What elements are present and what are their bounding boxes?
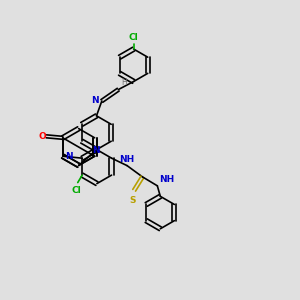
Text: H: H bbox=[121, 78, 127, 87]
Text: N: N bbox=[91, 96, 98, 105]
Text: S: S bbox=[129, 196, 136, 205]
Text: Cl: Cl bbox=[129, 33, 139, 42]
Text: NH: NH bbox=[159, 175, 174, 184]
Text: Cl: Cl bbox=[72, 186, 82, 195]
Text: NH: NH bbox=[119, 155, 135, 164]
Text: N: N bbox=[65, 152, 73, 161]
Text: O: O bbox=[38, 132, 46, 141]
Text: N: N bbox=[92, 146, 99, 155]
